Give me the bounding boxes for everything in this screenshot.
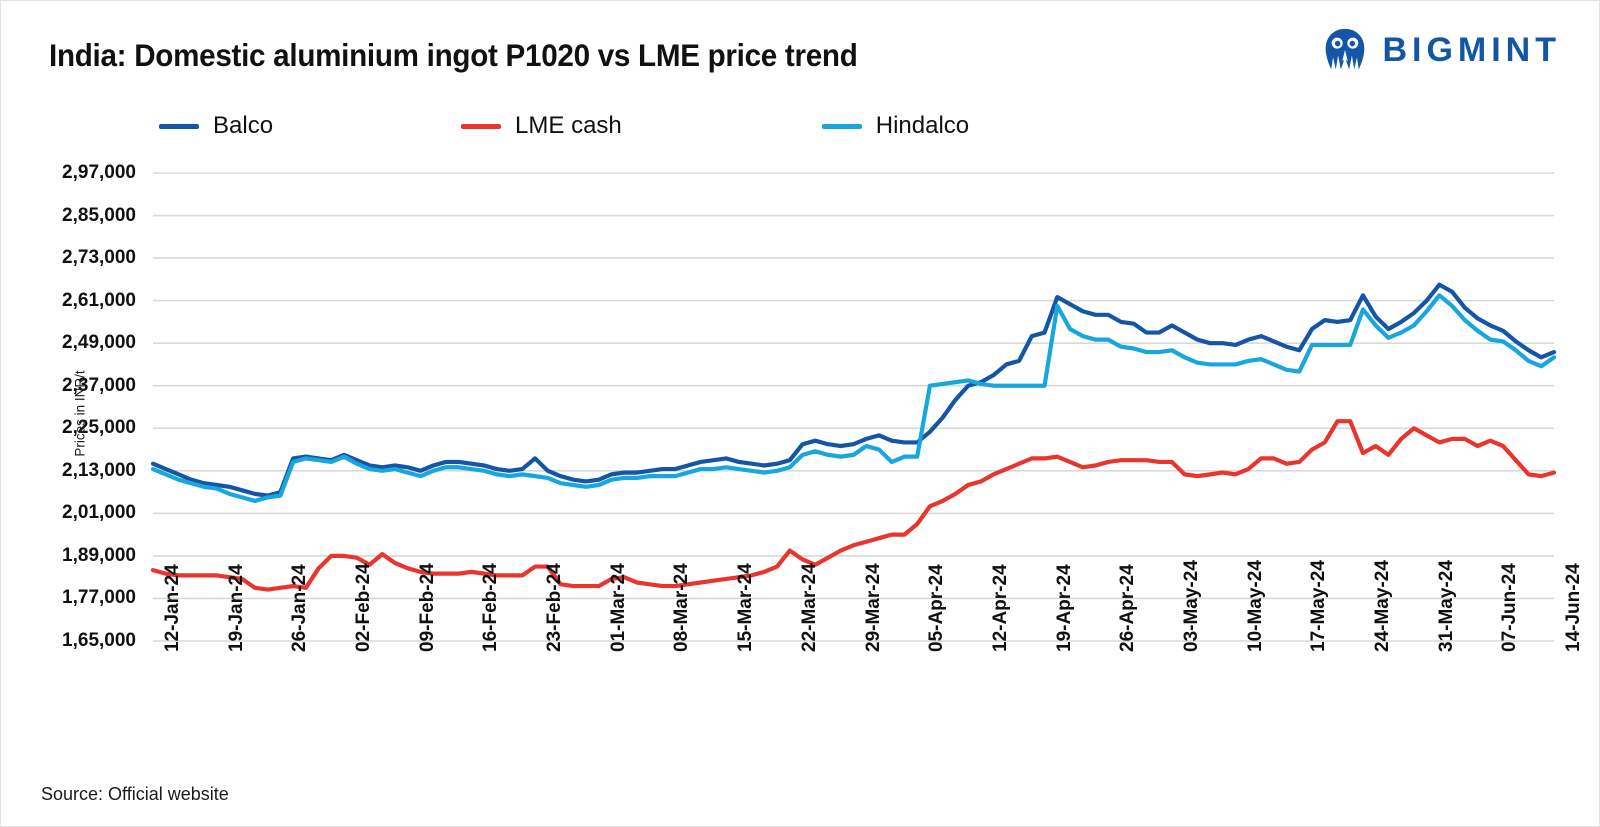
x-axis-tick-label: 07-Jun-24 (1499, 563, 1521, 652)
legend-swatch-balco-icon (159, 123, 199, 129)
x-axis-tick-label: 02-Feb-24 (353, 563, 375, 652)
x-axis-tick-label: 12-Jan-24 (162, 564, 183, 652)
y-axis-tick-label: 2,49,000 (62, 332, 136, 354)
series-line-lme-cash (150, 419, 1557, 592)
legend-label: Balco (213, 112, 274, 139)
y-axis-tick-label: 2,85,000 (62, 204, 136, 226)
legend-label: Hindalco (875, 112, 970, 139)
y-axis-tick-label: 2,13,000 (62, 459, 136, 481)
x-axis-tick-label: 29-Mar-24 (862, 563, 884, 652)
x-axis-tick-label: 08-Mar-24 (671, 563, 693, 652)
x-axis-tick-label: 26-Apr-24 (1117, 564, 1139, 652)
y-axis-tick-label: 2,73,000 (62, 247, 136, 269)
x-axis-tick-label: 19-Jan-24 (225, 564, 247, 652)
x-axis-tick-label: 09-Feb-24 (416, 563, 438, 652)
series-line-balco (150, 282, 1557, 498)
bigmint-wordmark: BIGMINT (1382, 31, 1561, 69)
y-axis-tick-label: 1,89,000 (62, 544, 136, 566)
x-axis-tick-label: 16-Feb-24 (480, 563, 502, 652)
x-axis-tick-label: 17-May-24 (1308, 560, 1330, 652)
x-axis-tick-label: 19-Apr-24 (1053, 564, 1075, 652)
series-lines (150, 282, 1557, 592)
x-axis-tick-label: 31-May-24 (1435, 560, 1457, 652)
series-line-hindalco (150, 293, 1557, 504)
legend-item-balco[interactable]: Balco (159, 109, 273, 143)
y-axis-tick-label: 2,01,000 (62, 502, 136, 524)
y-axis-tick-label: 1,65,000 (62, 630, 136, 651)
legend-swatch-lme-cash-icon (461, 123, 502, 129)
x-axis-tick-label: 15-Mar-24 (735, 563, 757, 652)
chart-legend: Balco LME cash Hindalco (159, 109, 969, 143)
y-axis-tick-label: 2,61,000 (62, 289, 136, 311)
y-axis-tick-label: 2,97,000 (62, 162, 136, 183)
legend-item-lme-cash[interactable]: LME cash (461, 109, 622, 143)
legend-item-hindalco[interactable]: Hindalco (821, 109, 970, 143)
x-axis-tick-label: 05-Apr-24 (926, 564, 948, 652)
legend-swatch-hindalco-icon (821, 123, 862, 129)
y-axis-tick-label: 1,77,000 (62, 587, 136, 609)
x-axis-tick-label: 23-Feb-24 (544, 563, 566, 652)
x-axis-tick-label: 26-Jan-24 (289, 564, 311, 652)
x-axis-tick-label: 24-May-24 (1371, 560, 1393, 652)
y-axis-title: Prices in INR/t (72, 370, 88, 457)
x-axis-tick-label: 12-Apr-24 (989, 564, 1011, 652)
source-note: Source: Official website (41, 784, 229, 804)
x-axis-tick-label: 10-May-24 (1244, 560, 1266, 652)
x-axis-tick-label: 01-Mar-24 (607, 563, 629, 652)
y-axis-tick-label: 2,37,000 (62, 374, 136, 396)
x-axis-tick-label: 22-Mar-24 (798, 563, 820, 652)
bigmint-mascot-icon (1326, 28, 1365, 70)
x-axis-tick-label: 03-May-24 (1180, 560, 1202, 652)
chart-header: India: Domestic aluminium ingot P1020 vs… (1, 1, 1599, 101)
y-axis-tick-label: 2,25,000 (62, 417, 136, 439)
bigmint-logo: BIGMINT (1322, 27, 1561, 73)
legend-label: LME cash (515, 112, 622, 139)
page-title: India: Domestic aluminium ingot P1020 vs… (49, 37, 858, 73)
x-axis-tick-label: 14-Jun-24 (1563, 563, 1584, 652)
